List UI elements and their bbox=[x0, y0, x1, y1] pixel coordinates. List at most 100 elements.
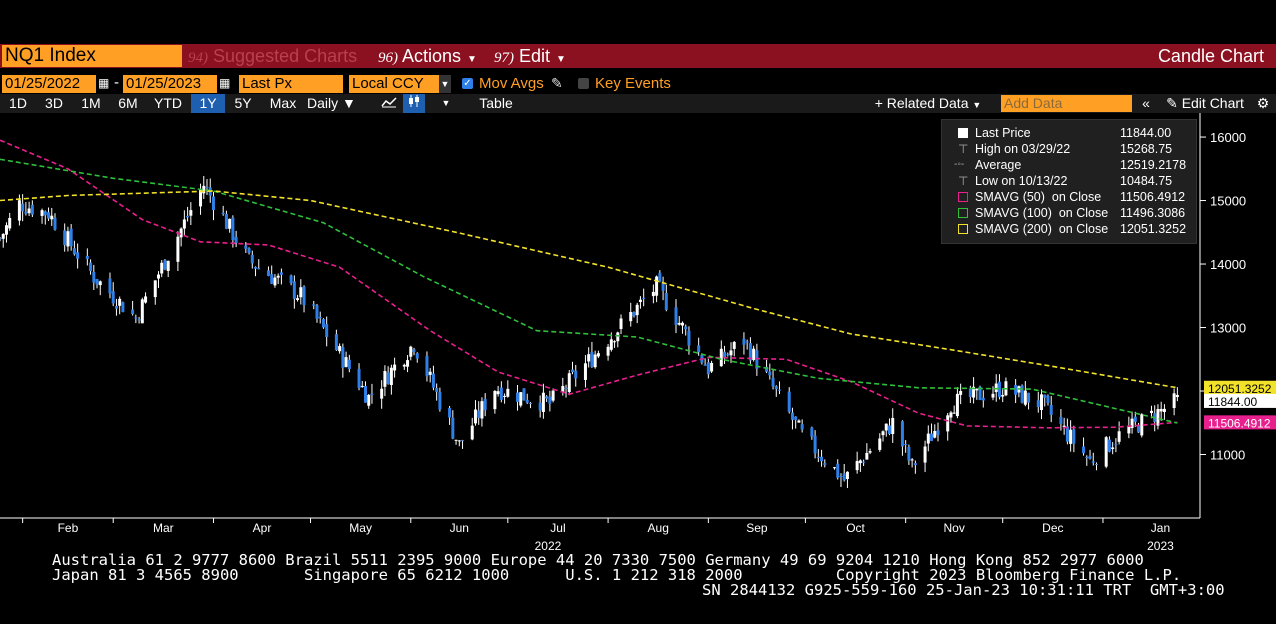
candle-body bbox=[92, 271, 96, 283]
candle-body bbox=[1082, 446, 1086, 454]
candle-body bbox=[250, 254, 254, 264]
candle-body bbox=[121, 302, 125, 313]
ticker-field[interactable]: NQ1 Index bbox=[2, 45, 182, 67]
last-price-tag-text: 11844.00 bbox=[1208, 395, 1257, 409]
caret-down-icon: ▼ bbox=[972, 100, 982, 110]
candle-body bbox=[1104, 437, 1108, 467]
candle-body bbox=[30, 204, 34, 215]
candle-body bbox=[160, 262, 164, 274]
candle-body bbox=[1107, 439, 1111, 452]
key-events-checkbox[interactable] bbox=[578, 78, 589, 89]
candle-body bbox=[619, 318, 623, 330]
caret-down-icon: ▼ bbox=[342, 95, 356, 111]
end-date-input[interactable]: 01/25/2023 bbox=[123, 75, 217, 93]
candle-body bbox=[587, 354, 591, 362]
field-select[interactable]: Last Px bbox=[239, 75, 343, 93]
candle-body bbox=[978, 386, 982, 400]
candle-body bbox=[273, 277, 277, 286]
y-tick-label: 13000 bbox=[1210, 321, 1246, 336]
line-chart-icon[interactable] bbox=[378, 94, 400, 113]
candle-body bbox=[952, 412, 956, 414]
range-tab-6m[interactable]: 6M bbox=[118, 95, 138, 111]
candle-body bbox=[1085, 456, 1089, 458]
chevron-down-icon[interactable]: ▼ bbox=[441, 98, 451, 108]
candle-body bbox=[833, 467, 837, 469]
range-tab-3d[interactable]: 3D bbox=[45, 95, 63, 111]
calendar-icon[interactable]: ▦ bbox=[98, 76, 110, 90]
candle-body bbox=[810, 427, 814, 437]
candle-body bbox=[904, 443, 908, 445]
candle-body bbox=[755, 350, 759, 369]
legend-value: 10484.75 bbox=[1120, 174, 1173, 188]
candle-body bbox=[312, 304, 316, 306]
candle-body bbox=[765, 366, 769, 372]
edit-chart-button[interactable]: ✎ Edit Chart bbox=[1160, 94, 1250, 113]
candle-body bbox=[975, 388, 979, 391]
actions-menu[interactable]: 96) Actions ▼ bbox=[378, 45, 477, 67]
candle-body bbox=[1, 233, 5, 239]
legend-row-average: -◦- Average 12519.2178 bbox=[942, 157, 1196, 173]
currency-select[interactable]: Local CCY bbox=[349, 75, 439, 93]
range-tab-1y[interactable]: 1Y bbox=[191, 94, 225, 113]
gear-icon[interactable]: ⚙ bbox=[1256, 95, 1270, 111]
candle-body bbox=[292, 281, 296, 299]
mov-avgs-label[interactable]: Mov Avgs bbox=[479, 75, 544, 92]
candle-body bbox=[40, 210, 44, 216]
candle-body bbox=[118, 298, 122, 306]
candle-body bbox=[661, 283, 665, 291]
periodicity-select[interactable]: Daily ▼ bbox=[307, 94, 369, 113]
menu-label: Actions bbox=[402, 46, 462, 66]
suggested-charts-menu[interactable]: 94) Suggested Charts bbox=[188, 45, 357, 67]
candle-body bbox=[415, 353, 419, 359]
range-tab-5y[interactable]: 5Y bbox=[234, 95, 252, 111]
table-button[interactable]: Table bbox=[479, 95, 513, 111]
add-data-input[interactable]: Add Data bbox=[1001, 95, 1132, 112]
chevron-down-icon[interactable]: ▼ bbox=[439, 75, 451, 93]
candle-body bbox=[1094, 463, 1098, 465]
candle-body bbox=[8, 217, 12, 229]
mov-avgs-checkbox[interactable]: ✓ bbox=[462, 78, 473, 89]
range-tab-1d[interactable]: 1D bbox=[9, 95, 27, 111]
candle-body bbox=[651, 291, 655, 297]
sma-100-line bbox=[0, 158, 1178, 424]
key-events-label[interactable]: Key Events bbox=[595, 75, 671, 92]
range-tab-max[interactable]: Max bbox=[269, 95, 297, 111]
calendar-icon[interactable]: ▦ bbox=[219, 76, 231, 90]
x-tick-label: Oct bbox=[846, 521, 865, 535]
legend-label: SMAVG (200) on Close bbox=[975, 222, 1109, 236]
candle-body bbox=[1072, 429, 1076, 444]
candle-body bbox=[596, 353, 600, 357]
x-tick-label: Dec bbox=[1042, 521, 1063, 535]
candle-body bbox=[697, 345, 701, 353]
candle-body bbox=[1149, 410, 1153, 414]
candle-body bbox=[257, 268, 261, 270]
related-data-menu[interactable]: + Related Data ▼ bbox=[866, 94, 990, 113]
pencil-icon[interactable]: ✎ bbox=[551, 75, 563, 91]
candle-body bbox=[325, 324, 329, 337]
candle-body bbox=[1137, 424, 1141, 433]
candle-chart[interactable]: 110001200013000140001500016000FebMarAprM… bbox=[0, 113, 1276, 553]
candle-body bbox=[270, 274, 274, 284]
candle-body bbox=[499, 387, 503, 400]
candle-body bbox=[642, 297, 646, 299]
candle-body bbox=[224, 213, 228, 229]
candle-body bbox=[907, 446, 911, 461]
legend-label: Last Price bbox=[975, 126, 1031, 140]
candle-chart-icon[interactable] bbox=[403, 94, 425, 113]
menu-number: 96) bbox=[378, 50, 398, 66]
y-tick-label: 15000 bbox=[1210, 194, 1246, 209]
candle-body bbox=[244, 245, 248, 249]
start-date-input[interactable]: 01/25/2022 bbox=[2, 75, 96, 93]
candle-body bbox=[997, 381, 1001, 398]
collapse-icon[interactable]: « bbox=[1142, 95, 1150, 111]
edit-menu[interactable]: 97) Edit ▼ bbox=[494, 45, 566, 67]
range-tab-ytd[interactable]: YTD bbox=[154, 95, 182, 111]
candle-body bbox=[684, 326, 688, 330]
candle-body bbox=[134, 317, 138, 319]
range-tab-1m[interactable]: 1M bbox=[81, 95, 101, 111]
candle-body bbox=[357, 368, 361, 389]
legend-label: Average bbox=[975, 158, 1022, 172]
candle-body bbox=[541, 392, 545, 412]
candle-body bbox=[881, 431, 885, 436]
